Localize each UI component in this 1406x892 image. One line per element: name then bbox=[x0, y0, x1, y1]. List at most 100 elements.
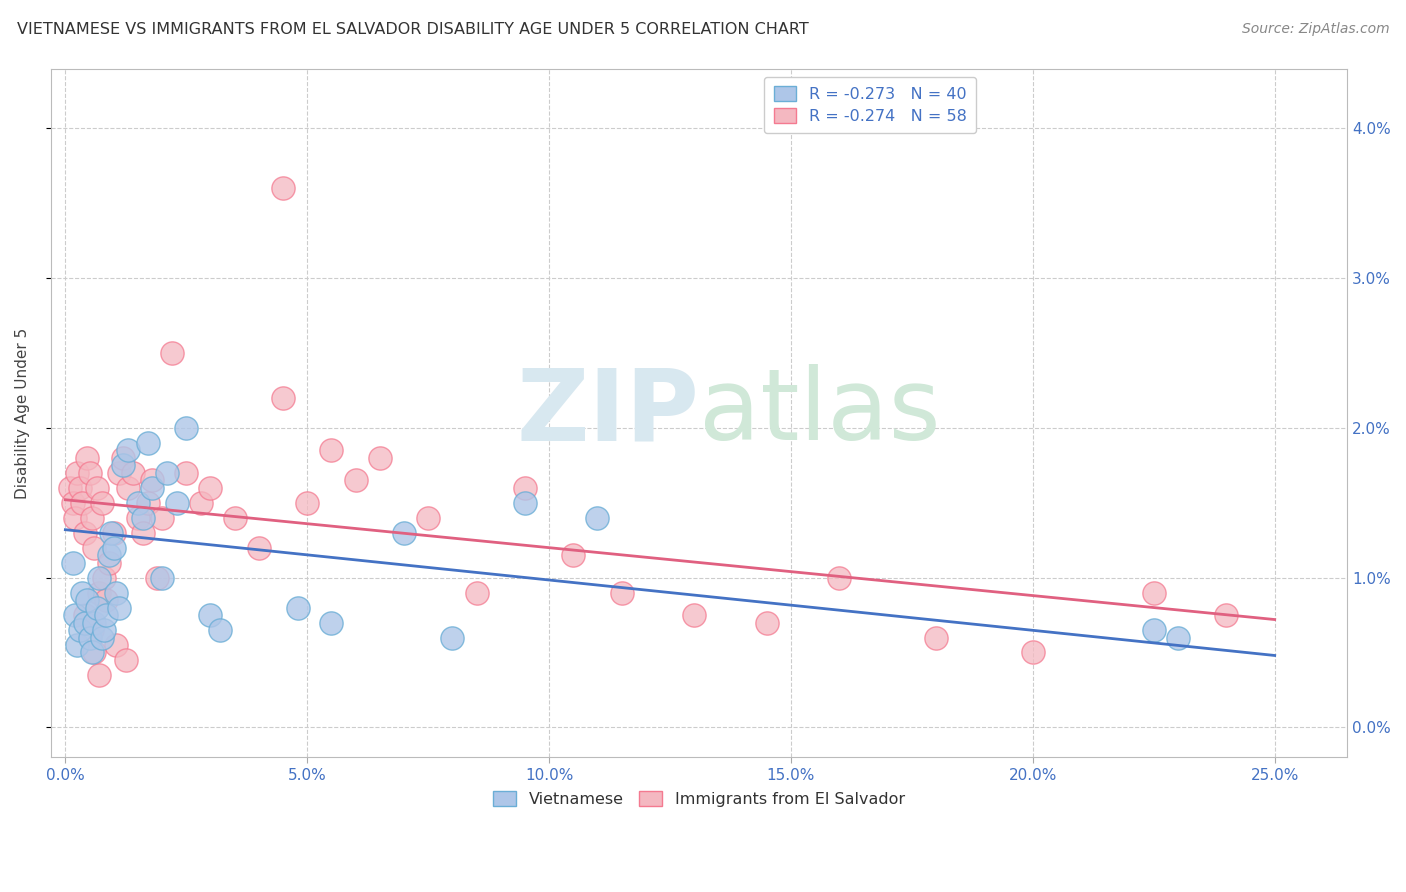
Point bbox=[1215, 608, 1237, 623]
Point bbox=[100, 525, 122, 540]
Point bbox=[89, 571, 111, 585]
Point bbox=[89, 585, 111, 599]
Point bbox=[586, 510, 609, 524]
Point bbox=[62, 496, 84, 510]
Point bbox=[141, 473, 163, 487]
Point bbox=[174, 466, 197, 480]
Point bbox=[418, 510, 440, 524]
Legend: Vietnamese, Immigrants from El Salvador: Vietnamese, Immigrants from El Salvador bbox=[485, 782, 912, 814]
Point bbox=[465, 585, 488, 599]
Point bbox=[76, 450, 98, 465]
Point bbox=[224, 510, 246, 524]
Point bbox=[83, 645, 105, 659]
Point bbox=[105, 585, 128, 599]
Point bbox=[117, 443, 139, 458]
Point bbox=[73, 615, 96, 630]
Point bbox=[441, 631, 464, 645]
Point bbox=[79, 631, 101, 645]
Point bbox=[1143, 585, 1166, 599]
Point bbox=[59, 481, 82, 495]
Point bbox=[136, 496, 159, 510]
Point bbox=[73, 525, 96, 540]
Point bbox=[103, 541, 125, 555]
Point bbox=[66, 466, 89, 480]
Point bbox=[190, 496, 212, 510]
Point bbox=[83, 615, 105, 630]
Point bbox=[83, 541, 105, 555]
Text: Source: ZipAtlas.com: Source: ZipAtlas.com bbox=[1241, 22, 1389, 37]
Point bbox=[114, 653, 136, 667]
Point bbox=[150, 510, 173, 524]
Point bbox=[93, 623, 115, 637]
Point bbox=[297, 496, 319, 510]
Point bbox=[200, 608, 222, 623]
Point bbox=[127, 496, 149, 510]
Point bbox=[107, 600, 129, 615]
Point bbox=[73, 608, 96, 623]
Point bbox=[107, 466, 129, 480]
Point bbox=[72, 585, 94, 599]
Point bbox=[132, 510, 155, 524]
Point bbox=[321, 615, 343, 630]
Point bbox=[150, 571, 173, 585]
Point bbox=[925, 631, 948, 645]
Point bbox=[86, 481, 108, 495]
Point bbox=[321, 443, 343, 458]
Point bbox=[562, 548, 585, 562]
Point bbox=[69, 623, 91, 637]
Point bbox=[90, 631, 112, 645]
Point bbox=[610, 585, 633, 599]
Point bbox=[156, 466, 179, 480]
Point bbox=[132, 525, 155, 540]
Point bbox=[93, 571, 115, 585]
Point bbox=[72, 496, 94, 510]
Point bbox=[209, 623, 232, 637]
Point bbox=[1143, 623, 1166, 637]
Point bbox=[97, 556, 120, 570]
Point bbox=[271, 181, 294, 195]
Point bbox=[89, 668, 111, 682]
Point bbox=[97, 548, 120, 562]
Point bbox=[80, 623, 103, 637]
Point bbox=[122, 466, 145, 480]
Point bbox=[1167, 631, 1189, 645]
Point bbox=[86, 600, 108, 615]
Point bbox=[79, 466, 101, 480]
Point bbox=[117, 481, 139, 495]
Point bbox=[141, 481, 163, 495]
Point bbox=[69, 481, 91, 495]
Point bbox=[112, 458, 135, 473]
Text: ZIP: ZIP bbox=[516, 365, 699, 461]
Point bbox=[828, 571, 851, 585]
Point bbox=[200, 481, 222, 495]
Point bbox=[112, 450, 135, 465]
Point bbox=[90, 496, 112, 510]
Point bbox=[392, 525, 415, 540]
Point bbox=[174, 421, 197, 435]
Point bbox=[683, 608, 706, 623]
Point bbox=[166, 496, 188, 510]
Point bbox=[271, 391, 294, 405]
Point bbox=[368, 450, 391, 465]
Text: VIETNAMESE VS IMMIGRANTS FROM EL SALVADOR DISABILITY AGE UNDER 5 CORRELATION CHA: VIETNAMESE VS IMMIGRANTS FROM EL SALVADO… bbox=[17, 22, 808, 37]
Point bbox=[513, 496, 536, 510]
Point bbox=[146, 571, 169, 585]
Point bbox=[513, 481, 536, 495]
Point bbox=[127, 510, 149, 524]
Point bbox=[344, 473, 367, 487]
Point bbox=[287, 600, 309, 615]
Point bbox=[247, 541, 270, 555]
Text: atlas: atlas bbox=[699, 365, 941, 461]
Point bbox=[66, 638, 89, 652]
Point bbox=[80, 510, 103, 524]
Point bbox=[76, 593, 98, 607]
Point bbox=[80, 645, 103, 659]
Point bbox=[63, 608, 86, 623]
Point bbox=[63, 510, 86, 524]
Point bbox=[160, 346, 183, 360]
Point bbox=[96, 608, 118, 623]
Point bbox=[755, 615, 778, 630]
Point bbox=[62, 556, 84, 570]
Y-axis label: Disability Age Under 5: Disability Age Under 5 bbox=[15, 327, 30, 499]
Point bbox=[105, 638, 128, 652]
